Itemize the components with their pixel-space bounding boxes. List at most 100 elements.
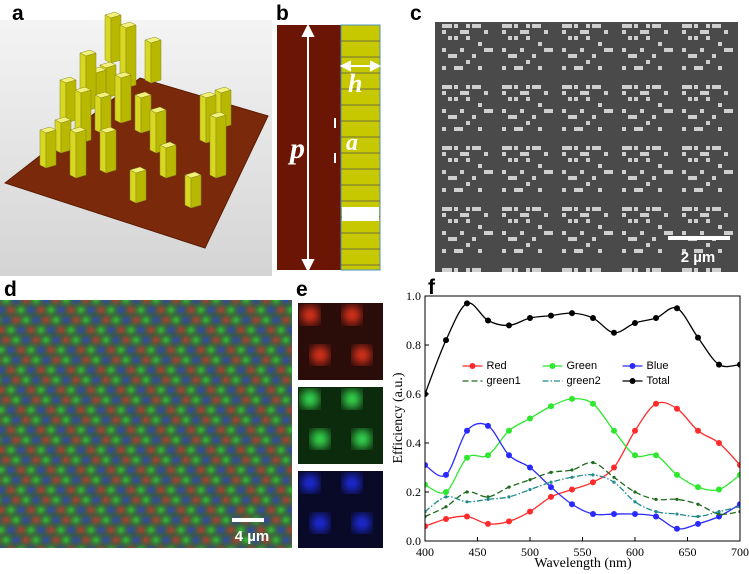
- color-dot: [23, 457, 29, 463]
- color-dot: [113, 357, 119, 363]
- sem-feature: [544, 213, 548, 217]
- color-dot: [178, 507, 184, 513]
- sem-feature: [448, 176, 457, 180]
- sem-feature: [622, 109, 626, 113]
- sem-feature: [574, 97, 578, 101]
- sem-feature: [586, 158, 590, 162]
- data-point: [548, 403, 554, 410]
- color-dot: [268, 527, 274, 533]
- legend-marker: [549, 363, 556, 369]
- color-dot: [83, 537, 89, 543]
- color-dot: [98, 467, 104, 473]
- color-dot: [148, 507, 154, 513]
- color-dot: [3, 497, 9, 503]
- color-dot: [88, 327, 94, 333]
- sem-feature: [586, 207, 590, 211]
- sem-feature: [538, 164, 542, 168]
- sem-feature: [694, 188, 703, 192]
- sem-feature: [712, 268, 721, 272]
- legend-label: Green: [567, 360, 598, 372]
- color-dot: [278, 447, 284, 453]
- color-dot: [288, 407, 292, 413]
- color-dot: [223, 397, 229, 403]
- color-dot: [123, 357, 129, 363]
- color-dot: [98, 347, 104, 353]
- color-dot: [113, 397, 119, 403]
- color-dot: [148, 427, 154, 433]
- data-point: [591, 461, 595, 465]
- color-dot: [113, 457, 119, 463]
- color-dot: [243, 437, 249, 443]
- data-point: [674, 525, 680, 532]
- color-dot: [168, 327, 174, 333]
- color-dot: [63, 300, 69, 303]
- color-dot: [63, 377, 69, 383]
- color-dot: [78, 387, 84, 393]
- sem-feature: [502, 268, 511, 272]
- sem-feature: [508, 97, 512, 101]
- color-dot: [143, 497, 149, 503]
- color-dot: [123, 397, 129, 403]
- color-dot: [38, 327, 44, 333]
- color-dot: [158, 547, 164, 548]
- data-point: [611, 329, 617, 336]
- color-dot: [203, 317, 209, 323]
- legend-label: green2: [567, 375, 601, 387]
- sem-feature: [682, 249, 686, 253]
- sem-feature: [688, 268, 692, 272]
- data-point: [695, 334, 701, 341]
- sem-feature: [568, 85, 572, 89]
- series-line: [425, 474, 740, 518]
- color-dot: [233, 537, 239, 543]
- legend-label: Blue: [647, 360, 669, 372]
- color-dot: [153, 300, 159, 303]
- color-dot: [213, 317, 219, 323]
- color-dot: [168, 447, 174, 453]
- color-dot: [263, 337, 269, 343]
- sem-feature: [634, 85, 638, 89]
- color-dot: [218, 327, 224, 333]
- color-dot: [153, 317, 159, 323]
- sem-feature: [562, 85, 571, 89]
- color-dot: [208, 507, 214, 513]
- color-dot: [93, 437, 99, 443]
- channel-spot: [343, 390, 361, 408]
- color-dot: [178, 327, 184, 333]
- sem-feature: [574, 127, 583, 131]
- color-dot: [143, 457, 149, 463]
- color-dot: [133, 300, 139, 303]
- color-dot: [218, 367, 224, 373]
- color-dot: [283, 377, 289, 383]
- color-dot: [253, 357, 259, 363]
- color-dot: [198, 487, 204, 493]
- legend-label: green1: [487, 375, 521, 387]
- sem-feature: [508, 36, 512, 40]
- color-dot: [143, 397, 149, 403]
- color-dot: [0, 447, 4, 453]
- color-dot: [288, 487, 292, 493]
- color-dot: [28, 547, 34, 548]
- color-dot: [78, 407, 84, 413]
- color-dot: [238, 307, 244, 313]
- color-dot: [98, 387, 104, 393]
- color-dot: [203, 537, 209, 543]
- color-dot: [223, 357, 229, 363]
- color-dot: [258, 547, 264, 548]
- color-dot: [18, 307, 24, 313]
- sem-feature: [664, 231, 673, 235]
- color-dot: [213, 477, 219, 483]
- series-line: [425, 401, 740, 527]
- sem-feature: [472, 176, 476, 180]
- sem-feature: [628, 207, 632, 211]
- sem-feature: [454, 24, 458, 28]
- data-point: [569, 395, 575, 402]
- color-dot: [143, 537, 149, 543]
- color-dot: [53, 517, 59, 523]
- color-dot: [268, 427, 274, 433]
- arrows: [301, 23, 382, 273]
- series-line: [425, 422, 740, 530]
- color-dot: [48, 327, 54, 333]
- color-dot: [63, 357, 69, 363]
- color-dot: [283, 497, 289, 503]
- color-dot: [238, 367, 244, 373]
